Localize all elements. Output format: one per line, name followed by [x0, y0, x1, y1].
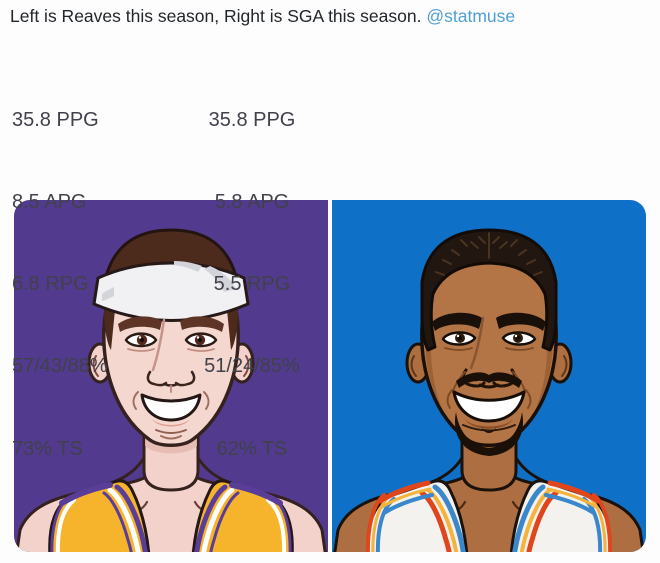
sga-jersey: [365, 479, 613, 552]
stats-column-reaves: 35.8 PPG 8.5 APG 6.8 RPG 57/43/88% 73% T…: [12, 52, 108, 518]
reaves-head: [87, 228, 255, 447]
stats-block: 35.8 PPG 8.5 APG 6.8 RPG 57/43/88% 73% T…: [0, 52, 660, 460]
stat-line: 5.5 RPG: [213, 273, 291, 296]
stat-line: 35.8 PPG: [12, 108, 99, 131]
statmuse-mention-link[interactable]: @statmuse: [426, 6, 516, 26]
stat-line: 73% TS: [12, 437, 83, 460]
sga-head: [405, 228, 573, 456]
media-image-reaves[interactable]: [14, 200, 328, 552]
tweet-text-content: Left is Reaves this season, Right is SGA…: [10, 6, 422, 26]
stat-line: 35.8 PPG: [208, 108, 296, 131]
tweet-text: Left is Reaves this season, Right is SGA…: [0, 0, 660, 28]
sga-braids-pattern: [435, 232, 543, 276]
reaves-illustration: [14, 200, 328, 552]
sga-hair: [420, 228, 558, 352]
stat-line: 8.5 APG: [12, 191, 87, 214]
reaves-jersey: [48, 479, 294, 552]
stat-line: 6.8 RPG: [12, 273, 89, 296]
sga-face-features: [432, 312, 546, 456]
media-image-sga[interactable]: [332, 200, 646, 552]
media-gallery: [14, 200, 646, 552]
stat-line: 51/24/85%: [204, 355, 300, 378]
stat-line: 62% TS: [216, 437, 288, 460]
stat-line: 5.8 APG: [214, 191, 290, 214]
reaves-face-features: [118, 316, 224, 440]
sga-illustration: [332, 200, 646, 552]
reaves-headband: [92, 261, 250, 322]
stat-line: 57/43/88%: [12, 355, 108, 378]
stats-column-sga: 35.8 PPG 5.8 APG 5.5 RPG 51/24/85% 62% T…: [191, 52, 313, 518]
